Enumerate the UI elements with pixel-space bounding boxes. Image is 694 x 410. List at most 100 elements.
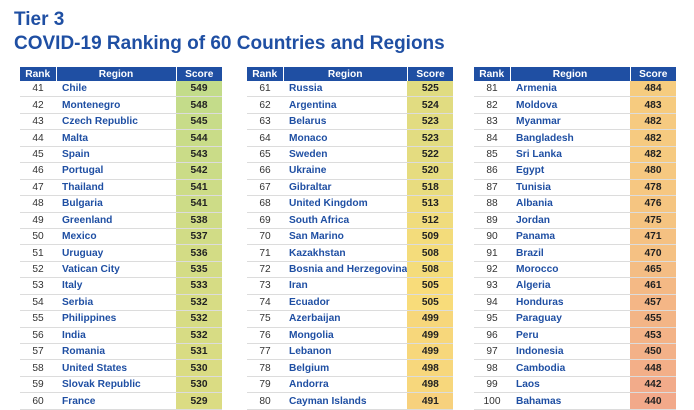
score-cell: 541 [176, 179, 222, 197]
score-cell: 548 [176, 96, 222, 114]
region-cell: Morocco [510, 261, 630, 279]
table-row: 64 Monaco 523 [247, 129, 454, 147]
table-row: 53 Italy 533 [20, 277, 222, 295]
table-row: 50 Mexico 537 [20, 228, 222, 246]
rank-cell: 74 [247, 294, 283, 312]
score-header: Score [407, 67, 454, 81]
region-cell: Belgium [283, 359, 408, 377]
region-cell: Gibraltar [283, 179, 408, 197]
region-cell: Mexico [56, 228, 176, 246]
table-row: 54 Serbia 532 [20, 294, 222, 312]
table-row: 59 Slovak Republic 530 [20, 376, 222, 394]
rank-cell: 56 [20, 327, 56, 345]
rank-cell: 77 [247, 343, 283, 361]
rank-cell: 80 [247, 392, 283, 410]
score-cell: 475 [630, 212, 676, 229]
region-cell: Brazil [510, 244, 630, 262]
region-cell: South Africa [283, 212, 408, 229]
table-header-row: Rank Region Score [247, 67, 454, 81]
table-row: 67 Gibraltar 518 [247, 179, 454, 197]
rank-cell: 49 [20, 212, 56, 229]
region-cell: Russia [283, 81, 408, 98]
region-cell: Algeria [510, 277, 630, 295]
table-row: 93 Algeria 461 [474, 277, 676, 295]
table-row: 43 Czech Republic 545 [20, 113, 222, 131]
region-cell: Italy [56, 277, 176, 295]
rank-cell: 93 [474, 277, 510, 295]
rank-header: Rank [247, 67, 284, 81]
rank-cell: 85 [474, 146, 510, 164]
table-row: 71 Kazakhstan 508 [247, 244, 454, 262]
region-cell: Moldova [510, 96, 630, 114]
score-cell: 532 [176, 327, 222, 345]
score-cell: 508 [407, 261, 454, 279]
table-row: 49 Greenland 538 [20, 212, 222, 229]
table-row: 84 Bangladesh 482 [474, 129, 676, 147]
score-cell: 482 [630, 129, 676, 147]
rank-cell: 88 [474, 195, 510, 213]
rank-cell: 81 [474, 81, 510, 98]
table-row: 88 Albania 476 [474, 195, 676, 213]
rank-header: Rank [20, 67, 57, 81]
table-row: 48 Bulgaria 541 [20, 195, 222, 213]
table-row: 61 Russia 525 [247, 81, 454, 98]
region-cell: Spain [56, 146, 176, 164]
table-row: 95 Paraguay 455 [474, 310, 676, 328]
table-row: 47 Thailand 541 [20, 179, 222, 197]
score-cell: 549 [176, 81, 222, 98]
rank-cell: 90 [474, 228, 510, 246]
score-cell: 513 [407, 195, 454, 213]
rank-cell: 72 [247, 261, 283, 279]
table-row: 90 Panama 471 [474, 228, 676, 246]
rank-cell: 51 [20, 244, 56, 262]
region-cell: Tunisia [510, 179, 630, 197]
score-cell: 508 [407, 244, 454, 262]
score-cell: 440 [630, 392, 676, 410]
table-row: 85 Sri Lanka 482 [474, 146, 676, 164]
table-row: 87 Tunisia 478 [474, 179, 676, 197]
rank-cell: 82 [474, 96, 510, 114]
region-cell: Bulgaria [56, 195, 176, 213]
rank-cell: 87 [474, 179, 510, 197]
table-header-row: Rank Region Score [20, 67, 222, 81]
score-cell: 522 [407, 146, 454, 164]
region-cell: Chile [56, 81, 176, 98]
rank-cell: 41 [20, 81, 56, 98]
region-cell: San Marino [283, 228, 408, 246]
score-cell: 498 [407, 359, 454, 377]
score-cell: 491 [407, 392, 454, 410]
score-header: Score [176, 67, 222, 81]
score-cell: 499 [407, 310, 454, 328]
region-cell: Greenland [56, 212, 176, 229]
score-cell: 535 [176, 261, 222, 279]
region-cell: Serbia [56, 294, 176, 312]
rank-cell: 42 [20, 96, 56, 114]
table-row: 78 Belgium 498 [247, 359, 454, 377]
table-row: 82 Moldova 483 [474, 96, 676, 114]
region-cell: Jordan [510, 212, 630, 229]
rank-cell: 71 [247, 244, 283, 262]
rank-cell: 84 [474, 129, 510, 147]
region-cell: Myanmar [510, 113, 630, 131]
region-cell: Laos [510, 376, 630, 394]
region-cell: Czech Republic [56, 113, 176, 131]
region-cell: Cambodia [510, 359, 630, 377]
score-cell: 512 [407, 212, 454, 229]
region-cell: Armenia [510, 81, 630, 98]
rank-cell: 91 [474, 244, 510, 262]
score-cell: 532 [176, 294, 222, 312]
table-row: 65 Sweden 522 [247, 146, 454, 164]
rank-cell: 60 [20, 392, 56, 410]
table-row: 74 Ecuador 505 [247, 294, 454, 312]
rank-cell: 76 [247, 327, 283, 345]
rank-cell: 64 [247, 129, 283, 147]
rank-cell: 48 [20, 195, 56, 213]
rank-cell: 92 [474, 261, 510, 279]
table-row: 55 Philippines 532 [20, 310, 222, 328]
region-cell: Portugal [56, 162, 176, 180]
score-cell: 482 [630, 113, 676, 131]
rank-cell: 62 [247, 96, 283, 114]
rank-cell: 89 [474, 212, 510, 229]
rank-cell: 45 [20, 146, 56, 164]
region-cell: Vatican City [56, 261, 176, 279]
